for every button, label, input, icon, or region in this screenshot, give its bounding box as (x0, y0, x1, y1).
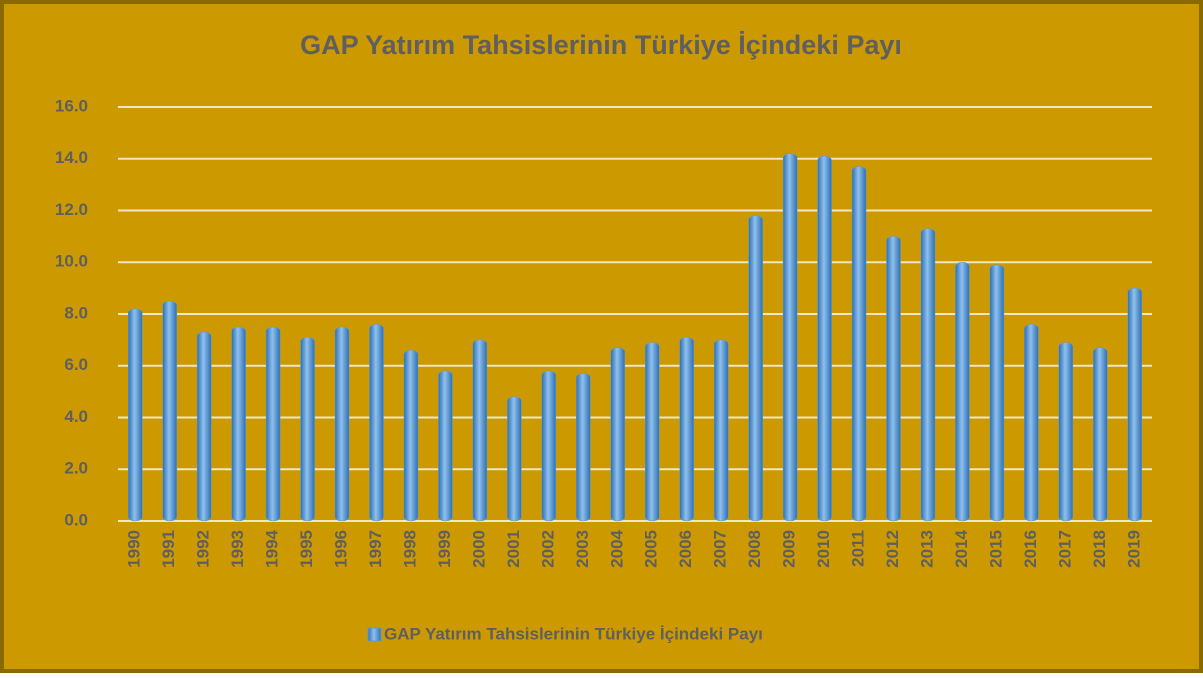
bar (920, 228, 936, 522)
bar (507, 396, 522, 522)
y-tick-label: 16.0 (55, 96, 88, 115)
bar (438, 370, 453, 522)
x-tick-label: 2007 (711, 530, 730, 568)
x-tick-label: 2011 (849, 530, 868, 567)
x-tick-label: 2005 (642, 530, 661, 568)
x-tick-label: 2014 (952, 529, 971, 567)
x-tick-label: 1999 (435, 530, 454, 568)
bar (955, 262, 970, 522)
x-tick-label: 1996 (332, 530, 351, 568)
x-tick-label: 1991 (159, 530, 178, 568)
x-tick-label: 2019 (1124, 530, 1143, 568)
bar (644, 342, 660, 522)
bar (162, 300, 177, 522)
y-tick-label: 8.0 (64, 303, 88, 322)
bar (541, 370, 557, 522)
bar (713, 339, 729, 522)
x-tick-label: 2012 (883, 530, 902, 568)
bar (886, 236, 901, 522)
bar (300, 337, 315, 522)
y-tick-label: 6.0 (64, 355, 88, 374)
x-tick-label: 2018 (1090, 530, 1109, 568)
bar (1058, 342, 1074, 522)
y-tick-label: 2.0 (64, 459, 88, 478)
x-tick-label: 1998 (400, 530, 419, 568)
x-tick-label: 2001 (504, 530, 523, 568)
y-tick-label: 14.0 (55, 148, 88, 167)
x-tick-label: 2004 (607, 529, 626, 567)
y-tick-label: 12.0 (55, 200, 88, 219)
x-tick-label: 2000 (469, 530, 488, 568)
bar (403, 349, 419, 522)
x-tick-label: 1990 (125, 530, 144, 568)
bar (989, 264, 1005, 522)
chart-title: GAP Yatırım Tahsislerinin Türkiye İçinde… (300, 30, 902, 60)
bar (679, 337, 694, 522)
x-tick-label: 1995 (297, 530, 316, 568)
y-tick-label: 0.0 (64, 510, 88, 529)
bar (576, 373, 591, 522)
y-tick-label: 10.0 (55, 252, 88, 271)
legend-swatch (367, 627, 382, 642)
x-tick-label: 2010 (814, 530, 833, 568)
x-tick-label: 2008 (745, 530, 764, 568)
bar (196, 331, 212, 522)
x-tick-label: 1994 (263, 529, 282, 567)
bar (472, 339, 488, 522)
bar (610, 347, 626, 522)
y-tick-label: 4.0 (64, 407, 88, 426)
x-tick-label: 1992 (194, 530, 213, 568)
bar (1093, 347, 1108, 522)
x-tick-label: 2017 (1055, 530, 1074, 568)
bar (782, 153, 798, 522)
bar (1127, 287, 1143, 522)
legend-label: GAP Yatırım Tahsislerinin Türkiye İçinde… (384, 624, 763, 643)
x-tick-label: 2006 (676, 530, 695, 568)
x-tick-label: 2016 (1021, 530, 1040, 568)
x-tick-label: 2009 (780, 530, 799, 568)
x-tick-label: 2002 (538, 530, 557, 568)
bar (748, 215, 763, 522)
bar (231, 326, 246, 522)
x-tick-label: 2013 (917, 530, 936, 568)
x-tick-label: 2003 (573, 530, 592, 568)
x-tick-label: 1993 (228, 530, 247, 568)
bar (851, 166, 867, 522)
bar (265, 326, 281, 522)
bar (369, 324, 384, 522)
bar (817, 155, 832, 522)
x-tick-label: 2015 (986, 530, 1005, 568)
bar (127, 308, 143, 522)
x-tick-label: 1997 (366, 530, 385, 568)
bar (1024, 324, 1039, 522)
bar (334, 326, 350, 522)
